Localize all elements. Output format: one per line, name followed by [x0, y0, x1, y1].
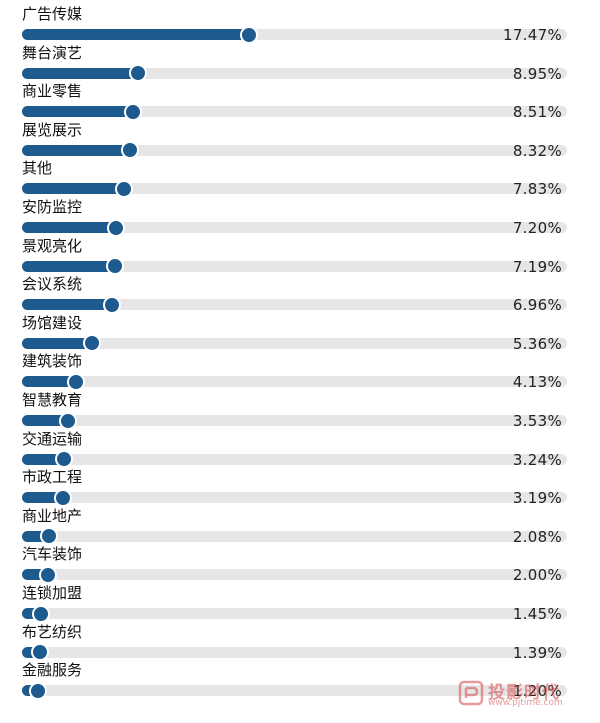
bar	[22, 183, 124, 195]
bar-end-marker	[58, 411, 77, 430]
value-label: 5.36%	[512, 334, 562, 353]
bar	[22, 299, 113, 311]
bar-track	[22, 67, 567, 79]
category-label: 建筑装饰	[22, 352, 83, 371]
value-label: 6.96%	[512, 296, 562, 315]
value-label: 2.00%	[512, 566, 562, 585]
bar-end-marker	[240, 25, 258, 44]
bar-track	[22, 646, 567, 658]
bar-track	[22, 685, 567, 697]
value-label: 8.32%	[512, 141, 562, 160]
watermark: 投影时代 www.pjtime.com	[458, 674, 578, 714]
bar-track	[22, 144, 567, 156]
category-label: 智慧教育	[22, 391, 83, 409]
value-label: 4.13%	[512, 373, 562, 392]
category-label: 市政工程	[22, 468, 83, 487]
value-label: 1.45%	[512, 605, 562, 623]
category-label: 安防监控	[22, 198, 83, 216]
bar-track	[22, 183, 567, 195]
bar	[22, 453, 65, 465]
bar-track	[22, 29, 567, 40]
value-label: 3.19%	[512, 489, 562, 508]
category-label: 布艺纺织	[22, 622, 83, 641]
bar	[22, 376, 76, 388]
bar-end-marker	[121, 141, 140, 160]
bar-end-marker	[31, 643, 50, 662]
bar	[22, 67, 139, 79]
value-label: 7.20%	[512, 219, 562, 237]
category-label: 商业地产	[22, 506, 83, 525]
bar-end-marker	[66, 372, 85, 391]
bar-end-marker	[123, 102, 142, 121]
bar-track	[22, 453, 567, 465]
bar-end-marker	[106, 257, 125, 276]
watermark-text: 投影时代	[488, 683, 560, 703]
category-label: 会议系统	[22, 275, 83, 294]
category-label: 广告传媒	[22, 5, 83, 23]
bar-end-marker	[82, 334, 101, 353]
bar-track	[22, 376, 567, 388]
watermark-logo-icon	[458, 680, 484, 706]
category-label: 展览展示	[22, 120, 83, 139]
bar-track	[22, 299, 567, 311]
bar-end-marker	[106, 218, 125, 237]
bar-track	[22, 530, 567, 542]
bar-end-marker	[31, 604, 50, 623]
category-label: 交通运输	[22, 429, 83, 448]
bar-end-marker	[54, 488, 73, 507]
bar-track	[22, 569, 567, 581]
bar	[22, 492, 64, 504]
category-label: 汽车装饰	[22, 545, 83, 564]
bar-end-marker	[38, 565, 57, 584]
bar-end-marker	[28, 681, 47, 700]
bar	[22, 29, 249, 40]
bar	[22, 144, 131, 156]
value-label: 2.08%	[512, 527, 562, 546]
value-label: 3.24%	[512, 450, 562, 469]
bar-end-marker	[55, 450, 74, 469]
watermark-subtext: www.pjtime.com	[488, 698, 563, 708]
category-label: 商业零售	[22, 82, 83, 101]
bar	[22, 646, 41, 658]
bar-end-marker	[114, 179, 133, 198]
value-label: 7.19%	[512, 257, 562, 276]
bar-end-marker	[129, 64, 148, 83]
category-label: 场馆建设	[22, 313, 83, 332]
value-label: 7.83%	[512, 180, 562, 199]
bar	[22, 608, 41, 619]
bar-track	[22, 608, 567, 619]
bar-track	[22, 260, 567, 272]
bar	[22, 415, 68, 426]
category-label: 景观亮化	[22, 236, 83, 255]
category-label: 金融服务	[22, 661, 83, 680]
category-label: 连锁加盟	[22, 584, 83, 602]
bar	[22, 337, 92, 349]
bar	[22, 569, 48, 581]
bar	[22, 260, 116, 272]
bar-track	[22, 337, 567, 349]
bar-track	[22, 106, 567, 118]
value-label: 1.20%	[512, 682, 562, 701]
value-label: 8.95%	[512, 64, 562, 83]
bar	[22, 222, 116, 233]
value-label: 3.53%	[512, 412, 562, 430]
bar-track	[22, 492, 567, 504]
bar	[22, 106, 133, 118]
bar-track	[22, 222, 567, 233]
bar-end-marker	[103, 295, 122, 314]
category-label: 其他	[22, 159, 53, 178]
value-label: 17.47%	[503, 26, 562, 44]
category-label: 舞台演艺	[22, 43, 83, 62]
bar	[22, 530, 50, 542]
value-label: 1.39%	[512, 643, 562, 662]
value-label: 8.51%	[512, 103, 562, 122]
bar-track	[22, 415, 567, 426]
bar-end-marker	[40, 527, 59, 546]
